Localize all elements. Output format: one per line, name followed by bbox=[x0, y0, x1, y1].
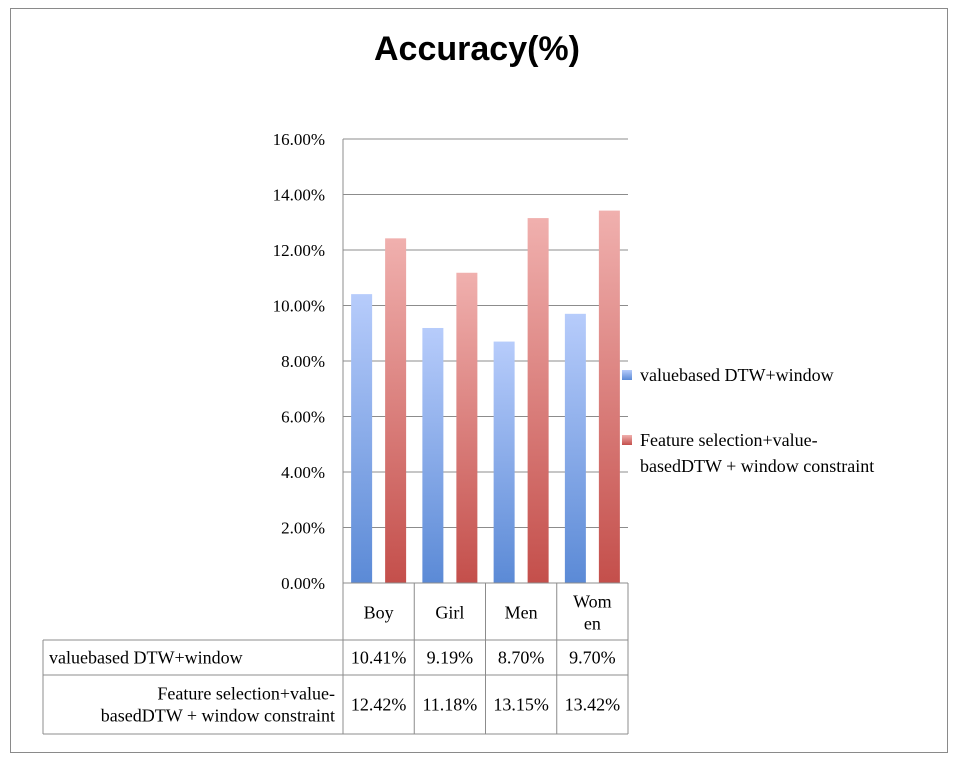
legend-swatch bbox=[622, 370, 632, 380]
x-tick-label: Men bbox=[505, 603, 538, 623]
x-tick-label: en bbox=[584, 614, 601, 634]
x-tick-label: Girl bbox=[435, 603, 464, 623]
x-tick-label: Boy bbox=[364, 603, 394, 623]
y-tick-label: 6.00% bbox=[281, 408, 325, 427]
y-tick-label: 10.00% bbox=[273, 297, 325, 316]
y-tick-label: 8.00% bbox=[281, 352, 325, 371]
bar bbox=[598, 210, 620, 583]
data-label: 9.70% bbox=[569, 648, 616, 668]
table-series-label: valuebased DTW+window bbox=[49, 648, 243, 668]
data-label: 8.70% bbox=[498, 648, 545, 668]
y-tick-label: 16.00% bbox=[273, 130, 325, 149]
y-tick-label: 4.00% bbox=[281, 463, 325, 482]
data-label: 12.42% bbox=[351, 695, 407, 715]
bar bbox=[527, 218, 549, 583]
y-tick-label: 14.00% bbox=[273, 186, 325, 205]
bar bbox=[493, 341, 515, 583]
data-label: 9.19% bbox=[427, 648, 474, 668]
data-label: 13.42% bbox=[565, 695, 621, 715]
bar bbox=[385, 238, 407, 583]
bar bbox=[564, 313, 586, 583]
bar bbox=[422, 327, 444, 583]
chart-frame bbox=[10, 8, 948, 753]
data-label: 13.15% bbox=[493, 695, 549, 715]
chart-title: Accuracy(%) bbox=[374, 30, 580, 68]
legend-label: basedDTW + window constraint bbox=[640, 456, 875, 476]
legend-label: Feature selection+value- bbox=[640, 430, 818, 450]
x-tick-label: Wom bbox=[573, 592, 612, 612]
bar bbox=[456, 272, 478, 583]
data-label: 10.41% bbox=[351, 648, 407, 668]
data-label: 11.18% bbox=[422, 695, 477, 715]
table-series-label: Feature selection+value- bbox=[157, 684, 335, 704]
legend-swatch bbox=[622, 435, 632, 445]
legend-label: valuebased DTW+window bbox=[640, 365, 834, 385]
bar bbox=[351, 294, 373, 583]
y-tick-label: 0.00% bbox=[281, 574, 325, 593]
table-series-label: basedDTW + window constraint bbox=[101, 706, 335, 726]
y-tick-label: 12.00% bbox=[273, 241, 325, 260]
y-tick-label: 2.00% bbox=[281, 519, 325, 538]
